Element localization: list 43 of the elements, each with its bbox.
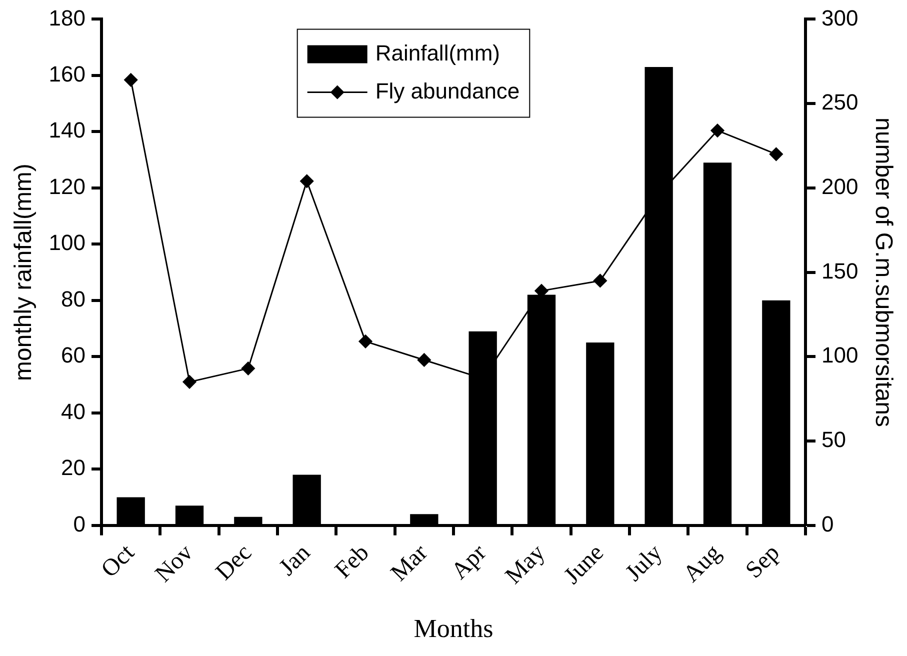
x-tick-label: Nov [150, 540, 198, 588]
x-tick-label: Aug [678, 540, 726, 588]
x-tick-label: Feb [330, 540, 374, 584]
point [417, 353, 431, 367]
y-tick-label: 60 [61, 342, 86, 368]
y-tick-label: 80 [61, 286, 86, 312]
point [358, 334, 372, 348]
x-tick-label: Jan [274, 540, 316, 581]
y2-tick-label: 100 [821, 342, 858, 368]
point [710, 124, 724, 138]
x-tick-label: Apr [446, 540, 492, 585]
y2-tick-label: 200 [821, 174, 858, 199]
y-tick-label: 20 [61, 455, 86, 480]
x-tick-label: June [559, 540, 609, 590]
x-tick-label: July [620, 540, 668, 586]
x-axis-title: Months [414, 614, 494, 644]
x-tick-label: May [500, 540, 550, 590]
y-tick-label: 0 [73, 511, 86, 536]
x-tick-label: Sep [741, 540, 785, 584]
y2-tick-label: 300 [821, 5, 858, 30]
y-tick-label: 40 [61, 398, 86, 424]
point [769, 147, 783, 161]
point [241, 362, 255, 376]
point [124, 73, 138, 87]
y-axis-title: monthly rainfall(mm) [10, 164, 38, 381]
x-tick-label: Mar [386, 540, 433, 586]
x-tick-label: Oct [96, 540, 140, 583]
y-tick-label: 120 [48, 174, 86, 199]
point [593, 274, 607, 288]
y-tick-label: 140 [48, 118, 86, 143]
y-tick-label: 180 [48, 5, 86, 30]
y2-tick-label: 50 [821, 427, 846, 452]
y2-tick-label: 150 [821, 258, 858, 284]
y-tick-label: 100 [48, 230, 86, 256]
legend-label: Rainfall(mm) [375, 40, 500, 66]
y2-axis-title: number of G.m.submorsitans [870, 118, 897, 427]
y2-tick-label: 0 [821, 511, 834, 536]
y-tick-label: 160 [48, 62, 86, 86]
legend-label: Fly abundance [375, 78, 520, 104]
y2-tick-label: 250 [821, 90, 858, 115]
point [182, 375, 196, 389]
point [300, 174, 314, 188]
x-tick-label: Dec [211, 540, 257, 586]
